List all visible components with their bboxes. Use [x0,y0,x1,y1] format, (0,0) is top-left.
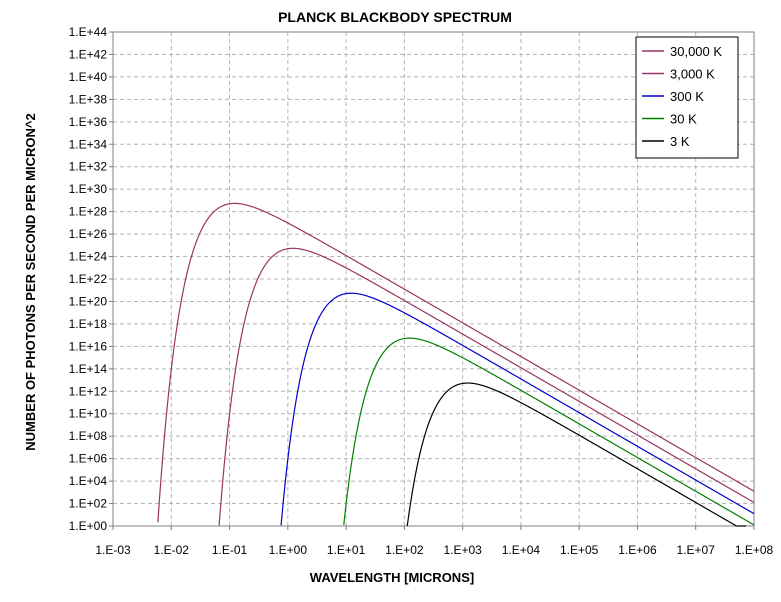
y-tick-label: 1.E+18 [69,317,108,331]
series-line-30kk [343,337,755,526]
legend-label-30000kk: 30,000 K [670,44,722,59]
y-tick-label: 1.E+04 [69,474,108,488]
x-tick-label: 1.E+08 [735,543,774,557]
y-tick-label: 1.E+14 [69,362,108,376]
x-tick-label: 1.E+00 [269,543,308,557]
y-tick-label: 1.E+12 [69,384,108,398]
y-tick-label: 1.E+28 [69,205,108,219]
y-tick-label: 1.E+20 [69,294,108,308]
x-tick-label: 1.E-02 [154,543,190,557]
x-tick-label: 1.E+04 [502,543,541,557]
x-axis-ticks: 1.E-03 1.E-02 1.E-01 1.E+00 1.E+01 1.E+02 1.E+… [95,526,774,557]
x-tick-label: 1.E+05 [560,543,599,557]
legend-box [635,36,739,159]
x-tick-label: 1.E+02 [385,543,424,557]
y-axis-ticks: 1.E+00 1.E+02 1.E+04 1.E+06 1.E+08 1.E+10 1.E+… [69,25,113,533]
y-axis-title: NUMBER OF PHOTONS PER SECOND PER MICRON^… [23,113,38,450]
legend-items: 30,000 K 3,000 K 300 K 30 K 3 K [642,44,722,149]
x-tick-label: 1.E-01 [212,543,248,557]
y-tick-label: 1.E+44 [69,25,108,39]
y-tick-label: 1.E+10 [69,407,108,421]
y-tick-label: 1.E+00 [69,519,108,533]
x-axis-title: WAVELENGTH [MICRONS] [310,570,474,585]
y-tick-label: 1.E+02 [69,497,108,511]
x-tick-label: 1.E+03 [443,543,482,557]
y-tick-label: 1.E+26 [69,227,108,241]
y-tick-label: 1.E+30 [69,182,108,196]
y-tick-label: 1.E+36 [69,115,108,129]
x-tick-label: 1.E+01 [327,543,366,557]
y-tick-label: 1.E+08 [69,429,108,443]
y-tick-label: 1.E+42 [69,47,108,61]
y-tick-label: 1.E+06 [69,452,108,466]
x-tick-label: 1.E+07 [677,543,716,557]
y-tick-label: 1.E+40 [69,70,108,84]
y-tick-label: 1.E+22 [69,272,108,286]
legend: 30,000 K 3,000 K 300 K 30 K 3 K [635,36,739,159]
series-line-300kk [280,292,755,526]
y-tick-label: 1.E+24 [69,250,108,264]
y-tick-label: 1.E+34 [69,137,108,151]
y-tick-label: 1.E+32 [69,160,108,174]
series-line-3kk [406,382,747,527]
y-tick-label: 1.E+16 [69,339,108,353]
legend-label-3kk: 3 K [670,134,690,149]
series-line-30000kk [157,202,755,523]
legend-label-300kk: 300 K [670,89,704,104]
x-tick-label: 1.E-03 [95,543,131,557]
x-tick-label: 1.E+06 [618,543,657,557]
y-tick-label: 1.E+38 [69,92,108,106]
series-layer [157,202,755,527]
legend-label-30kk: 30 K [670,112,697,127]
series-line-3000kk [218,247,755,526]
legend-label-3000kk: 3,000 K [670,67,715,82]
chart-title: PLANCK BLACKBODY SPECTRUM [278,9,512,25]
